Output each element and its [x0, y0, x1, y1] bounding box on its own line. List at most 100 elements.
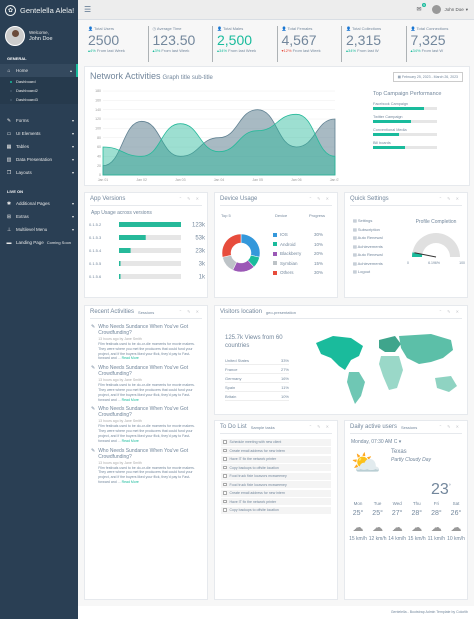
- todo-checkbox[interactable]: [223, 499, 227, 504]
- todo-checkbox[interactable]: [223, 491, 227, 495]
- envelope-icon[interactable]: ✉ 6: [416, 3, 427, 13]
- stat-delta-text: From last W: [357, 48, 379, 53]
- y-tick-label: 80: [97, 136, 101, 140]
- recent-activities-panel: Recent Activities Sessions ⌃ ✎ ✕ ✎ Who Nee…: [84, 305, 208, 600]
- bar-track: [119, 248, 181, 253]
- pie-slice: [221, 233, 242, 258]
- activity-item: ✎ Who Needs Sundance When You've Got Crow…: [91, 324, 201, 361]
- activity-title[interactable]: Who Needs Sundance When You've Got Crowd…: [98, 324, 189, 336]
- bar-track: [119, 274, 181, 279]
- quick-settings-item[interactable]: ▤ Logout: [353, 269, 371, 274]
- panel-tools[interactable]: ⌃ ✎ ✕: [438, 309, 461, 314]
- todo-item[interactable]: Copy backups to offsite location: [221, 506, 331, 514]
- quick-settings-item[interactable]: ▤ Achievements: [353, 243, 383, 249]
- sidebar-item-landing-page[interactable]: ▬ Landing Page Coming Soon: [0, 236, 78, 249]
- weather-icon: ☁: [352, 522, 364, 534]
- partly-cloudy-icon: ⛅: [351, 450, 381, 477]
- sidebar-item-home[interactable]: ⌂ Home ▴: [0, 64, 78, 77]
- quick-settings-item[interactable]: ▤ Auto Renewal: [353, 235, 383, 240]
- sidebar-item-extras[interactable]: ⊞ Extras ▾: [0, 210, 78, 223]
- weather-icon: ☁: [372, 522, 384, 534]
- sidebar-item-ui-elements[interactable]: ▭ UI Elements ▾: [0, 127, 78, 140]
- sidebar-subitem-dashboard[interactable]: Dashboard: [0, 77, 78, 86]
- panel-tools[interactable]: ⌃ ✎ ✕: [438, 424, 461, 429]
- panel-tools[interactable]: ⌃ ✎ ✕: [178, 309, 201, 314]
- user-name[interactable]: John Doe: [444, 7, 464, 12]
- gauge-value: 6.196%: [428, 261, 440, 265]
- forecast-day: Fri 28° ☁ 11 km/h: [427, 501, 446, 542]
- read-more-link[interactable]: Read More: [121, 438, 139, 443]
- section-live: LIVE ON: [7, 189, 24, 194]
- todo-item[interactable]: Have IT fix the network printer: [221, 455, 331, 463]
- app-versions-bar-chart: 0.1.5.2 123k 0.1.5.3 53k 0.1.5.4 23k 0.1.5.5 3k…: [89, 222, 205, 281]
- todo-checkbox[interactable]: [223, 440, 227, 444]
- forecast-day: Tue 25° ☁ 12 km/h: [368, 501, 387, 542]
- quick-settings-item[interactable]: ▤ Settings: [353, 218, 373, 223]
- panel-title: Device Usage: [220, 196, 258, 202]
- sidebar-item-layouts[interactable]: ❐ Layouts ▾: [0, 166, 78, 179]
- todo-item[interactable]: Food truck fixie locavors mcsweeney: [221, 481, 331, 488]
- read-more-link[interactable]: Read More: [121, 397, 139, 402]
- device-row: Android 10%: [273, 240, 333, 250]
- user-icon: 👤: [281, 26, 288, 31]
- device-pct: 15%: [314, 260, 324, 266]
- todo-item[interactable]: Create email address for new intern: [221, 447, 331, 454]
- chevron-down-icon: ▾: [71, 131, 74, 136]
- todo-checkbox[interactable]: [223, 465, 227, 470]
- campaign-bar: [373, 146, 405, 149]
- chevron-down-icon: ▾: [71, 118, 74, 123]
- todo-checkbox[interactable]: [223, 457, 227, 461]
- todo-checkbox[interactable]: [223, 508, 227, 512]
- sidebar-subitem-dashboard3[interactable]: Dashboard3: [0, 95, 78, 104]
- todo-item[interactable]: Create email address for new intern: [221, 489, 331, 497]
- quick-settings-item[interactable]: ▤ Subscription: [353, 226, 380, 232]
- todo-checkbox[interactable]: [223, 474, 227, 478]
- desktop-icon: ▭: [6, 130, 12, 137]
- read-more-link[interactable]: Read More: [121, 479, 139, 484]
- stat-delta: ▾12%: [281, 48, 292, 53]
- sidebar-item-multilevel-menu[interactable]: ⊥ Multilevel Menu ▾: [0, 223, 78, 236]
- todo-item[interactable]: Schedule meeting with new client: [221, 438, 331, 446]
- forecast-day: Mon 25° ☁ 15 km/h: [349, 501, 367, 542]
- activity-title[interactable]: Who Needs Sundance When You've Got Crowd…: [98, 447, 189, 460]
- stat-total-users: 👤 Total Users 2500 ▴4% From last Week: [84, 26, 148, 62]
- y-tick-label: 160: [95, 99, 101, 103]
- panel-tools[interactable]: ⌃ ✎ ✕: [308, 424, 331, 429]
- activity-title[interactable]: Who Needs Sundance When You've Got Crowd…: [98, 406, 189, 419]
- list-icon: ▤: [353, 269, 358, 274]
- user-avatar[interactable]: [432, 5, 442, 14]
- panel-tools[interactable]: ⌃ ✎ ✕: [178, 196, 201, 201]
- quick-settings-item[interactable]: ▤ Auto Renewal: [353, 252, 383, 257]
- todo-checkbox[interactable]: [223, 482, 227, 487]
- todo-item[interactable]: Food truck fixie locavors mcsweeney: [221, 472, 331, 480]
- profile-completion: Profile Completion 0 6.196% 100: [407, 219, 465, 265]
- device-row: Blackberry 20%: [273, 249, 333, 259]
- mail-badge: 6: [421, 3, 427, 7]
- todo-item[interactable]: Have IT fix the network printer: [221, 498, 331, 505]
- activity-title[interactable]: Who Needs Sundance When You've Got Crowd…: [98, 365, 189, 378]
- sidebar-item-data-presentation[interactable]: ▥ Data Presentation ▾: [0, 153, 78, 166]
- date-range-text: February 25, 2023 - March 26, 2023: [401, 75, 458, 79]
- date-range-picker[interactable]: ▦ February 25, 2023 - March 26, 2023: [392, 72, 463, 82]
- sidebar-subitem-dashboard2[interactable]: Dashboard2: [0, 86, 78, 95]
- paw-icon: ✿: [5, 4, 16, 16]
- sidebar-item-label: Landing Page: [16, 240, 44, 245]
- read-more-link[interactable]: Read More: [121, 356, 139, 361]
- chevron-down-icon[interactable]: ▾: [465, 6, 468, 12]
- brand[interactable]: ✿ Gentelella Alela!: [0, 0, 78, 20]
- quick-settings-item[interactable]: ▤ Achievements: [353, 260, 383, 266]
- x-tick-label: Jan 06: [291, 178, 302, 182]
- panel-tools[interactable]: ⌃ ✎ ✕: [438, 196, 461, 201]
- stat-average-time: ◷ Average Time 123.50 ▴3% From last Week: [147, 26, 213, 62]
- panel-tools[interactable]: ⌃ ✎ ✕: [308, 196, 331, 201]
- todo-checkbox[interactable]: [223, 448, 227, 453]
- sidebar-item-forms[interactable]: ✎ Forms ▾: [0, 114, 78, 127]
- panel-title: Visitors location: [220, 309, 262, 315]
- visitors-location-panel: Visitors location geo-presentation ⌃ ✎ ✕ …: [214, 305, 468, 415]
- todo-item[interactable]: Copy backups to offsite location: [221, 464, 331, 471]
- menu-toggle-icon[interactable]: ☰: [84, 5, 92, 14]
- sidebar-item-additional-pages[interactable]: ✱ Additional Pages ▾: [0, 197, 78, 210]
- weather-panel: Daily active users Sessions ⌃ ✎ ✕ Monday,…: [344, 420, 468, 600]
- chevron-up-icon: ▴: [69, 68, 72, 73]
- sidebar-item-tables[interactable]: ▦ Tables ▾: [0, 140, 78, 153]
